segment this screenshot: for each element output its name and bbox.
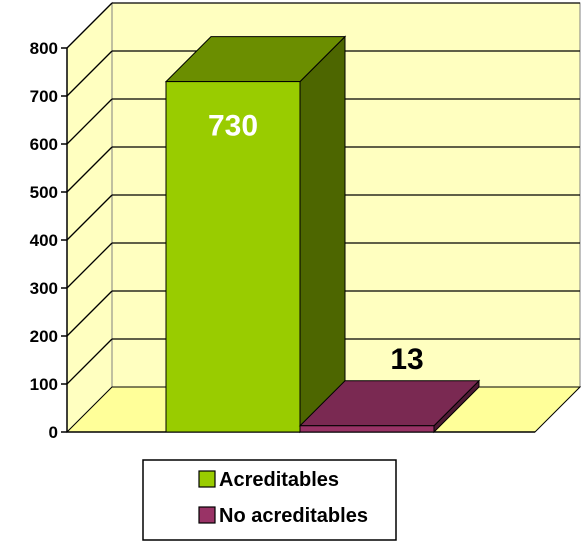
legend-swatch-1 bbox=[198, 506, 216, 524]
y-axis: 0 100 200 300 400 500 600 700 800 bbox=[30, 39, 535, 442]
y-tick-label: 0 bbox=[49, 423, 58, 442]
gridline-side bbox=[66, 146, 113, 193]
y-tick-label: 500 bbox=[30, 183, 58, 202]
data-label-1: 13 bbox=[390, 343, 423, 376]
bars bbox=[164, 35, 481, 434]
data-label-0: 730 bbox=[208, 110, 258, 143]
gridline-side bbox=[66, 98, 113, 145]
bar-front-1 bbox=[299, 425, 435, 433]
y-tick-label: 800 bbox=[30, 39, 58, 58]
y-tick-label: 300 bbox=[30, 279, 58, 298]
y-tick-label: 600 bbox=[30, 135, 58, 154]
gridline-side bbox=[66, 194, 113, 241]
legend-label-0: Acreditables bbox=[219, 469, 339, 491]
legend: Acreditables No acreditables bbox=[142, 459, 397, 541]
data-labels: 730 13 bbox=[208, 110, 424, 376]
y-tick-label: 700 bbox=[30, 87, 58, 106]
bar-side-0 bbox=[299, 35, 346, 434]
gridline-side bbox=[66, 242, 113, 289]
bar-front-0 bbox=[165, 81, 301, 433]
legend-label-1: No acreditables bbox=[219, 505, 368, 527]
y-tick-label: 100 bbox=[30, 375, 58, 394]
legend-swatch-0 bbox=[198, 470, 216, 488]
legend-box bbox=[142, 459, 397, 541]
gridline-side bbox=[66, 50, 113, 97]
gridline-side bbox=[66, 2, 113, 49]
gridline-side bbox=[66, 338, 113, 385]
y-tick-label: 400 bbox=[30, 231, 58, 250]
gridline-side bbox=[66, 290, 113, 337]
y-tick-label: 200 bbox=[30, 327, 58, 346]
